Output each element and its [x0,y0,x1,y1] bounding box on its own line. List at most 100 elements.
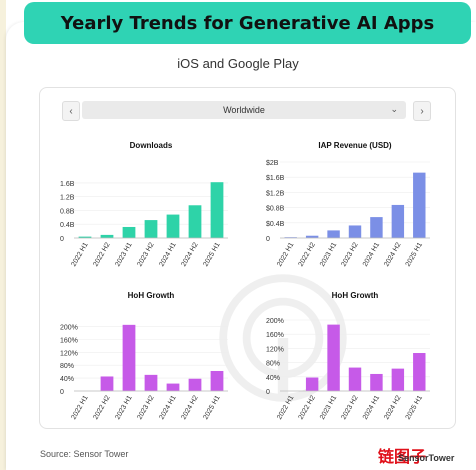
x-tick-label: 2024 H1 [362,241,381,268]
page-title: Yearly Trends for Generative AI Apps [24,2,471,44]
y-tick-label: 200% [60,324,78,331]
chart-3: HoH Growth 0 40% 80% 120% 160% 200% 2022 H1 2022… [60,291,228,421]
bar [327,324,340,391]
left-accent-strip [0,0,6,470]
bar [144,220,158,238]
bar [327,230,340,238]
next-region-button[interactable]: › [413,101,431,121]
bar [144,374,158,391]
x-tick-label: 2024 H2 [383,394,402,421]
x-tick-label: 2025 H1 [202,394,221,421]
x-tick-label: 2023 H1 [319,241,338,268]
bar [391,204,405,238]
y-tick-label: 0.4B [60,222,75,229]
bar [78,236,92,238]
bar [284,237,297,238]
x-tick-label: 2025 H1 [405,241,424,268]
y-tick-label: 0.8B [60,208,75,215]
x-tick-label: 2024 H2 [180,241,199,268]
x-tick-label: 2022 H1 [276,241,295,268]
x-tick-label: 2022 H2 [298,394,317,421]
bar [166,383,180,391]
y-tick-label: 120% [60,350,78,357]
bar [370,217,383,238]
x-tick-label: 2023 H2 [136,394,155,421]
region-select-value: Worldwide [223,105,265,115]
x-tick-label: 2023 H1 [319,394,338,421]
x-tick-label: 2022 H2 [92,394,111,421]
bar [305,235,319,238]
y-tick-label: 0 [60,236,64,243]
x-tick-label: 2025 H1 [405,394,424,421]
source-note: Source: Sensor Tower [40,449,129,459]
bar [370,373,383,391]
chart-title: HoH Growth [128,291,175,300]
y-tick-label: 1.2B [60,195,75,202]
x-tick-label: 2023 H1 [114,394,133,421]
bar [413,353,426,391]
y-tick-label: 40% [60,376,74,383]
x-tick-label: 2024 H2 [180,394,199,421]
watermark: 链图子 SensorTower [378,443,474,467]
bar [122,324,136,391]
bar [166,214,180,238]
x-tick-label: 2023 H2 [340,241,359,268]
chart-4: HoH Growth 0 40% 80% 120% 160% 200% 2022 H1 2022… [266,291,430,421]
x-tick-label: 2022 H2 [298,241,317,268]
x-tick-label: 2024 H1 [362,394,381,421]
y-tick-label: $1.2B [266,190,285,197]
y-tick-label: $0.8B [266,206,285,213]
y-tick-label: 0 [266,236,270,243]
bar [413,172,426,238]
x-tick-label: 2022 H1 [70,394,89,421]
bar [188,205,202,238]
chart-2: IAP Revenue (USD) 0 $0.4B $0.8B $1.2B $1.6B $2… [266,141,430,268]
bar [348,225,362,238]
chevron-down-icon: ⌄ [390,104,398,114]
x-tick-label: 2024 H2 [383,241,402,268]
x-tick-label: 2022 H1 [276,394,295,421]
page-subtitle: iOS and Google Play [177,56,299,71]
bar [210,370,224,391]
watermark-en-text: SensorTower [398,453,455,463]
chart-1: Downloads 0 0.4B 0.8B 1.2B 1.6B 2022 H1 2022 H2… [60,141,228,268]
chart-title: Downloads [130,141,173,150]
x-tick-label: 2022 H1 [70,241,89,268]
bar [100,376,114,391]
x-tick-label: 2024 H1 [158,394,177,421]
bar [210,182,224,238]
bar [122,226,136,238]
x-tick-label: 2023 H1 [114,241,133,268]
x-tick-label: 2025 H1 [202,241,221,268]
y-tick-label: 200% [266,318,284,325]
y-tick-label: 120% [266,346,284,353]
x-tick-label: 2024 H1 [158,241,177,268]
y-tick-label: 0 [266,389,270,396]
bar [391,368,405,391]
x-tick-label: 2023 H2 [340,394,359,421]
y-tick-label: 160% [266,332,284,339]
y-tick-label: 40% [266,375,280,382]
chart-panel: ‹ Worldwide ⌄ › Downloads 0 0.4B 0.8B 1.2B 1.… [39,87,456,429]
bar [188,378,202,391]
y-tick-label: 1.6B [60,181,75,188]
watermark-cn-text: 链图子 [378,447,427,466]
y-tick-label: $1.6B [266,175,285,182]
y-tick-label: $2B [266,160,279,167]
y-tick-label: 80% [266,361,280,368]
chart-title: IAP Revenue (USD) [318,141,392,150]
bar [348,367,362,391]
bar [305,377,319,391]
y-tick-label: $0.4B [266,221,285,228]
y-tick-label: 160% [60,337,78,344]
x-tick-label: 2022 H2 [92,241,111,268]
region-select[interactable]: Worldwide ⌄ [82,101,406,119]
prev-region-button[interactable]: ‹ [62,101,80,121]
x-tick-label: 2023 H2 [136,241,155,268]
bar [100,234,114,238]
y-tick-label: 80% [60,363,74,370]
sensor-tower-background-logo-icon [219,274,347,402]
chart-title: HoH Growth [332,291,379,300]
y-tick-label: 0 [60,389,64,396]
